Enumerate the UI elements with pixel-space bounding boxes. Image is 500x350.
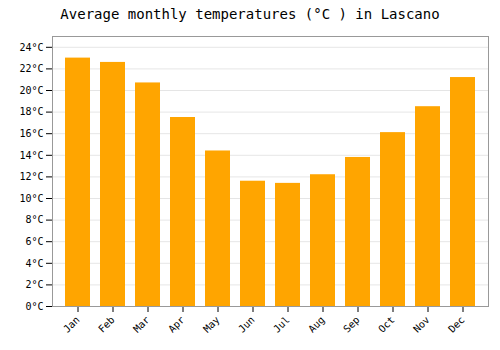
svg-text:8°C: 8°C — [25, 214, 43, 225]
svg-text:22°C: 22°C — [19, 63, 43, 74]
html-text:Average monthly temperatures (: Average monthly temperatures (°C ) in La… — [60, 6, 440, 22]
svg-text:Dec: Dec — [446, 314, 467, 335]
svg-text:12°C: 12°C — [19, 171, 43, 182]
svg-text:20°C: 20°C — [19, 85, 43, 96]
svg-text:0°C: 0°C — [25, 301, 43, 312]
svg-text:May: May — [201, 314, 222, 335]
svg-text:24°C: 24°C — [19, 42, 43, 53]
svg-text:16°C: 16°C — [19, 128, 43, 139]
svg-text:Sep: Sep — [341, 314, 362, 335]
svg-text:6°C: 6°C — [25, 236, 43, 247]
svg-text:18°C: 18°C — [19, 106, 43, 117]
svg-text:Apr: Apr — [166, 314, 187, 335]
svg-text:2°C: 2°C — [25, 279, 43, 290]
svg-text:Jun: Jun — [236, 314, 257, 335]
svg-text:Jan: Jan — [61, 314, 82, 335]
svg-text:Mar: Mar — [131, 314, 152, 335]
svg-text:10°C: 10°C — [19, 193, 43, 204]
svg-text:Nov: Nov — [411, 314, 432, 335]
svg-text:4°C: 4°C — [25, 258, 43, 269]
svg-text:Jul: Jul — [271, 314, 292, 335]
svg-text:Feb: Feb — [96, 314, 117, 335]
svg-text:Oct: Oct — [376, 314, 397, 335]
svg-text:14°C: 14°C — [19, 150, 43, 161]
svg-text:Aug: Aug — [306, 314, 327, 335]
